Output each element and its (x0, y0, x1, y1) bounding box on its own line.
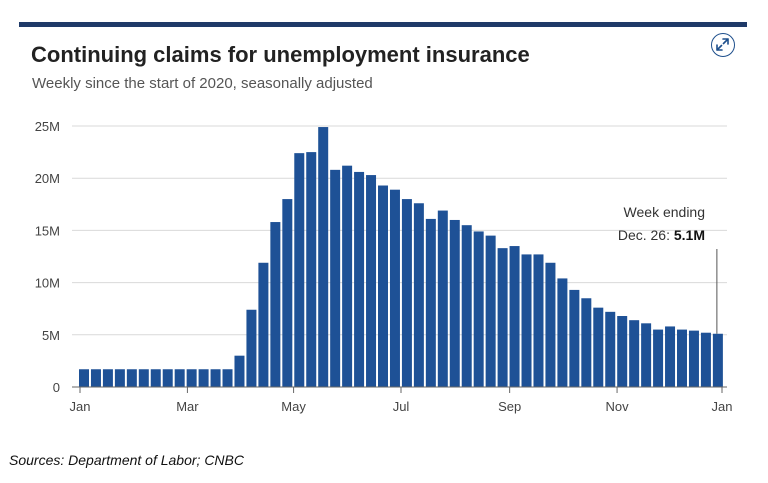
annotation-line2: Dec. 26: 5.1M (618, 227, 705, 243)
bar (712, 333, 723, 387)
y-tick-label: 0 (53, 380, 60, 395)
bar (688, 330, 699, 387)
callout-annotation: Week ending Dec. 26: 5.1M (618, 204, 718, 334)
y-tick-label: 25M (35, 119, 60, 134)
bar (126, 369, 137, 387)
bar (449, 219, 460, 387)
bar (378, 185, 388, 387)
y-tick-label: 20M (35, 171, 60, 186)
bar (246, 309, 257, 387)
bar (318, 127, 329, 387)
bar (521, 254, 532, 387)
bar (581, 298, 592, 387)
bar (186, 369, 197, 387)
y-tick-label: 10M (35, 276, 60, 291)
bar (425, 218, 436, 387)
bar (569, 289, 580, 387)
bar (138, 369, 149, 387)
y-tick-label: 5M (42, 328, 60, 343)
bar (90, 369, 101, 387)
x-axis (72, 386, 727, 393)
bar (210, 369, 221, 387)
bar (533, 254, 544, 387)
annotation-date: Dec. 26: (618, 227, 674, 243)
bar (306, 152, 317, 387)
annotation-value: 5.1M (674, 227, 705, 243)
bar (401, 199, 412, 387)
expand-button[interactable] (711, 33, 735, 57)
bar (509, 246, 520, 387)
bar (270, 222, 281, 387)
bar (389, 189, 400, 387)
bar (330, 169, 341, 387)
header-accent-bar (19, 22, 747, 27)
bar (629, 320, 640, 387)
y-tick-label: 15M (35, 223, 60, 238)
bar (461, 225, 472, 387)
x-tick-label: Sep (498, 399, 521, 414)
bar (485, 235, 496, 387)
bar (437, 210, 448, 387)
bar (234, 355, 245, 387)
source-note: Sources: Department of Labor; CNBC (9, 452, 244, 468)
bar (653, 329, 664, 387)
bar (198, 369, 209, 387)
bar-chart: 0 5M 10M 15M 20M 25M Jan Mar May Jul Sep Nov Jan We… (35, 119, 733, 414)
bar (545, 262, 556, 387)
bar (497, 248, 508, 387)
bar (473, 231, 484, 387)
bar (258, 262, 269, 387)
bar (342, 165, 353, 387)
bar (294, 153, 305, 387)
x-tick-label: Jul (393, 399, 410, 414)
x-tick-label: Nov (605, 399, 629, 414)
bar (150, 369, 161, 387)
bar (665, 326, 676, 387)
bar (593, 307, 604, 387)
bar (366, 175, 377, 387)
bar (102, 369, 113, 387)
annotation-line1: Week ending (624, 204, 705, 220)
x-tick-label: Jan (70, 399, 91, 414)
bar (700, 332, 711, 387)
bar (162, 369, 173, 387)
chart-subtitle: Weekly since the start of 2020, seasonal… (32, 75, 373, 92)
expand-arrows-icon (716, 38, 729, 51)
bar (557, 278, 568, 387)
x-axis-labels: Jan Mar May Jul Sep Nov Jan (70, 399, 733, 414)
chart-title: Continuing claims for unemployment insur… (31, 42, 530, 67)
bar (677, 329, 687, 387)
bar (354, 171, 365, 387)
bar (413, 203, 424, 387)
bar (114, 369, 125, 387)
bar (174, 369, 185, 387)
bar (605, 311, 616, 387)
x-tick-label: Mar (176, 399, 199, 414)
x-tick-label: May (281, 399, 306, 414)
bars (79, 127, 723, 387)
bar (641, 323, 652, 387)
x-tick-label: Jan (712, 399, 733, 414)
bar (282, 199, 293, 387)
y-axis-labels: 0 5M 10M 15M 20M 25M (35, 119, 60, 395)
bar (222, 369, 233, 387)
bar (617, 316, 628, 387)
bar (79, 369, 89, 387)
